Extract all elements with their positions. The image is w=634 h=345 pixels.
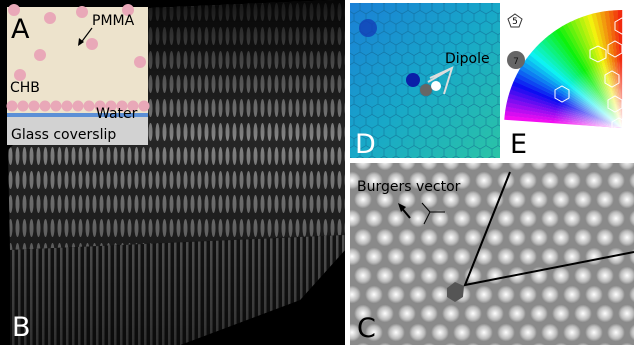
panel-label: C bbox=[357, 313, 376, 344]
cell bbox=[406, 73, 420, 87]
pmma-particle bbox=[7, 101, 18, 112]
panel-c: Burgers vector C bbox=[350, 163, 634, 345]
figure: B A PMMA CHB Water Glass coverslip Dipol… bbox=[0, 0, 634, 345]
pmma-particle bbox=[62, 101, 73, 112]
pmma-particle bbox=[29, 101, 40, 112]
label-pmma: PMMA bbox=[92, 13, 135, 29]
dipole-cell bbox=[431, 81, 441, 91]
panel-label: B bbox=[12, 312, 31, 343]
label-dipole: Dipole bbox=[445, 51, 490, 67]
panel-d: Dipole D bbox=[350, 3, 500, 160]
panel-label: D bbox=[355, 129, 376, 160]
pmma-particle bbox=[18, 101, 29, 112]
panel-a: A PMMA CHB Water Glass coverslip bbox=[7, 4, 150, 145]
label-solvent: CHB bbox=[10, 80, 40, 96]
pmma-particle bbox=[40, 101, 51, 112]
panel-label: A bbox=[11, 14, 30, 45]
label-substrate: Glass coverslip bbox=[11, 127, 116, 143]
legend-label: 7 bbox=[513, 57, 519, 67]
pmma-particle bbox=[73, 101, 84, 112]
label-water: Water bbox=[96, 106, 138, 122]
cell bbox=[359, 19, 377, 37]
wedge-fade bbox=[504, 10, 622, 128]
pmma-particle bbox=[51, 101, 62, 112]
panel-e: 5 7 E bbox=[504, 10, 629, 160]
dipole-cell bbox=[420, 84, 432, 96]
legend-label: 5 bbox=[512, 17, 518, 27]
pmma-particle bbox=[84, 101, 95, 112]
panel-label: E bbox=[510, 129, 527, 160]
pmma-particle bbox=[139, 101, 150, 112]
label-burgers: Burgers vector bbox=[357, 179, 461, 195]
